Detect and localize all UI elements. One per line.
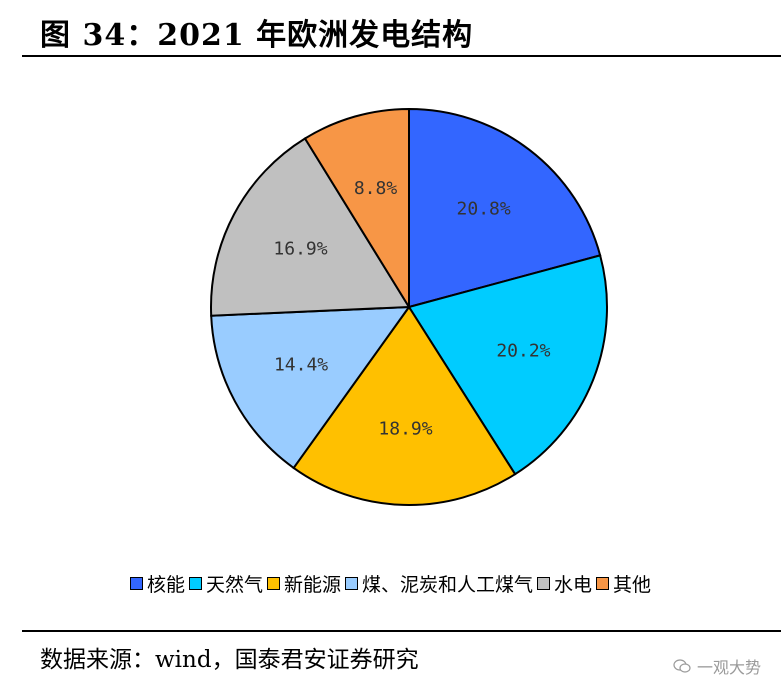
pie-slice-3 <box>292 305 517 506</box>
slice-label-5: 16.9% <box>273 239 327 260</box>
source-note: 数据来源：wind，国泰君安证券研究 <box>40 647 419 673</box>
chart-legend: 核能 天然气 新能源 煤、泥炭和人工煤气 水电 其他 <box>0 570 781 597</box>
legend-swatch <box>266 577 280 590</box>
legend-label: 核能 <box>146 574 185 596</box>
legend-item-6: 其他 <box>596 570 651 597</box>
legend-label: 煤、泥炭和人工煤气 <box>362 574 534 596</box>
legend-label: 水电 <box>554 574 593 596</box>
wechat-icon <box>673 659 691 673</box>
legend-swatch <box>129 577 143 590</box>
legend-item-1: 核能 <box>129 570 185 597</box>
pie-slice-4 <box>210 305 412 470</box>
legend-item-5: 水电 <box>537 570 592 597</box>
slice-label-3: 18.9% <box>378 419 432 440</box>
pie-slice-6 <box>303 107 410 311</box>
legend-label: 新能源 <box>283 574 341 596</box>
pie-slice-5 <box>210 137 411 317</box>
source-divider <box>22 630 781 632</box>
watermark: 一观大势 <box>673 654 761 678</box>
legend-swatch <box>345 577 358 590</box>
legend-swatch <box>188 577 202 590</box>
legend-item-4: 煤、泥炭和人工煤气 <box>345 570 533 597</box>
legend-label: 其他 <box>613 574 652 596</box>
title-divider <box>22 55 781 57</box>
legend-swatch <box>537 577 551 590</box>
slice-label-6: 8.8% <box>354 178 398 199</box>
pie-slice-2 <box>407 254 608 476</box>
legend-label: 天然气 <box>205 574 263 596</box>
slice-label-1: 20.8% <box>457 199 511 220</box>
watermark-text: 一观大势 <box>696 658 761 677</box>
legend-swatch <box>596 577 610 590</box>
pie-slice-1 <box>408 107 602 309</box>
slice-label-2: 20.2% <box>496 340 550 361</box>
pie-chart: 20.8% 20.2% 18.9% 14.4% 16.9% 8.8% <box>210 107 608 506</box>
chart-title: 图 34：2021 年欧洲发电结构 <box>40 18 474 53</box>
legend-item-3: 新能源 <box>266 570 341 597</box>
legend-item-2: 天然气 <box>188 570 263 597</box>
slice-label-4: 14.4% <box>274 354 328 375</box>
